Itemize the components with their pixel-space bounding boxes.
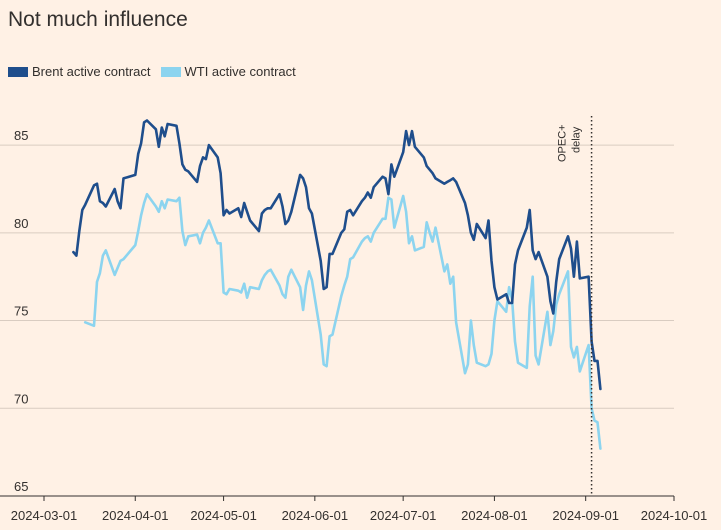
legend-swatch-brent	[8, 66, 28, 77]
annotation-label-line1: OPEC+	[557, 124, 569, 162]
x-tick-label-2024-06-01: 2024-06-01	[282, 508, 349, 523]
legend-swatch-wti	[160, 66, 181, 77]
x-tick-label-2024-03-01: 2024-03-01	[11, 508, 78, 523]
series-line-wti	[83, 192, 602, 450]
legend-item-wti: WTI active contract	[160, 64, 296, 79]
x-axis: 2024-03-01 2024-04-01 2024-05-01 2024-06-01…	[0, 495, 708, 523]
legend-label-brent: Brent active contract	[32, 64, 151, 79]
y-tick-label-70: 70	[14, 391, 28, 406]
x-tick-label-2024-10-01: 2024-10-01	[641, 508, 708, 523]
x-tick-label-2024-04-01: 2024-04-01	[102, 508, 169, 523]
annotation-label-line2: delay	[571, 126, 583, 153]
chart-legend: Brent active contract WTI active contrac…	[8, 64, 306, 79]
series-lines	[72, 119, 602, 450]
x-tick-label-2024-08-01: 2024-08-01	[461, 508, 528, 523]
x-tick-label-2024-05-01: 2024-05-01	[190, 508, 257, 523]
y-tick-label-65: 65	[14, 479, 28, 494]
x-tick-label-2024-09-01: 2024-09-01	[552, 508, 619, 523]
chart-title: Not much influence	[8, 8, 188, 31]
x-tick-label-2024-07-01: 2024-07-01	[370, 508, 437, 523]
y-axis-labels: 65 70 75 80 85	[14, 128, 28, 494]
annotation: OPEC+ delay	[557, 116, 593, 496]
y-tick-label-75: 75	[14, 304, 28, 319]
gridlines	[0, 144, 674, 409]
legend-item-brent: Brent active contract	[8, 64, 151, 79]
y-tick-label-80: 80	[14, 216, 28, 231]
legend-label-wti: WTI active contract	[184, 64, 296, 79]
series-line-brent	[72, 119, 602, 391]
y-tick-label-85: 85	[14, 128, 28, 143]
